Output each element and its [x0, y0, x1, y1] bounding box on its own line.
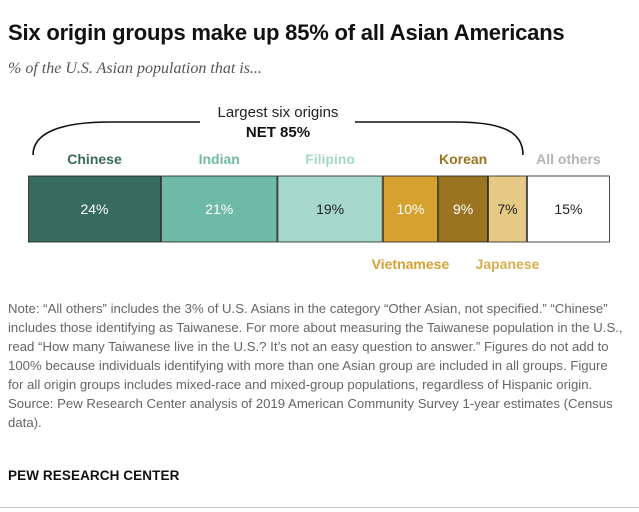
bar-segment-vietnamese — [382, 175, 439, 243]
value-label-japanese: 7% — [497, 201, 517, 217]
value-label-all-others: 15% — [554, 201, 582, 217]
value-label-chinese: 24% — [80, 201, 108, 217]
category-label-all-others: All others — [536, 151, 601, 167]
value-label-vietnamese: 10% — [396, 201, 424, 217]
category-label-vietnamese: Vietnamese — [372, 256, 450, 272]
category-label-chinese: Chinese — [67, 151, 122, 167]
chart-note: Note: “All others” includes the 3% of U.… — [8, 299, 623, 432]
bar-segment-filipino — [277, 175, 383, 243]
bar-segment-chinese — [28, 175, 161, 243]
bar-segment-korean — [438, 175, 488, 243]
bar-segment-all-others — [526, 175, 610, 243]
category-label-indian: Indian — [199, 151, 240, 167]
category-label-filipino: Filipino — [305, 151, 355, 167]
chart-title: Six origin groups make up 85% of all Asi… — [8, 20, 565, 45]
stacked-bar-chart: Largest six origins NET 85% 24% Chinese 21… — [28, 104, 610, 272]
value-label-indian: 21% — [205, 201, 233, 217]
chart-subtitle: % of the U.S. Asian population that is..… — [8, 60, 262, 77]
bracket-label: Largest six origins — [218, 104, 339, 121]
note-text: Note: “All others” includes the 3% of U.… — [8, 301, 623, 392]
source-text: Source: Pew Research Center analysis of … — [8, 396, 613, 430]
brand-logo-text: PEW RESEARCH CENTER — [8, 468, 180, 483]
bottom-divider — [0, 507, 639, 508]
value-label-filipino: 19% — [316, 201, 344, 217]
bar-segment-indian — [161, 175, 278, 243]
bracket-net-label: NET 85% — [246, 124, 310, 141]
value-label-korean: 9% — [453, 201, 473, 217]
category-label-japanese: Japanese — [476, 256, 540, 272]
bracket-curve — [32, 121, 524, 156]
bar-segment-japanese — [488, 175, 527, 243]
category-label-korean: Korean — [439, 151, 487, 167]
